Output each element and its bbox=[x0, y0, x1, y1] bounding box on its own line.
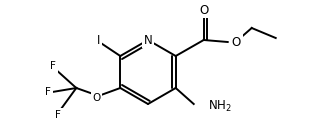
Text: O: O bbox=[92, 93, 100, 103]
Text: F: F bbox=[45, 87, 51, 97]
Text: N: N bbox=[144, 33, 152, 46]
Text: O: O bbox=[199, 4, 208, 17]
Text: F: F bbox=[50, 61, 56, 71]
Text: O: O bbox=[232, 36, 241, 48]
Text: NH$_2$: NH$_2$ bbox=[208, 98, 232, 114]
Text: F: F bbox=[55, 110, 61, 120]
Text: I: I bbox=[97, 33, 100, 46]
